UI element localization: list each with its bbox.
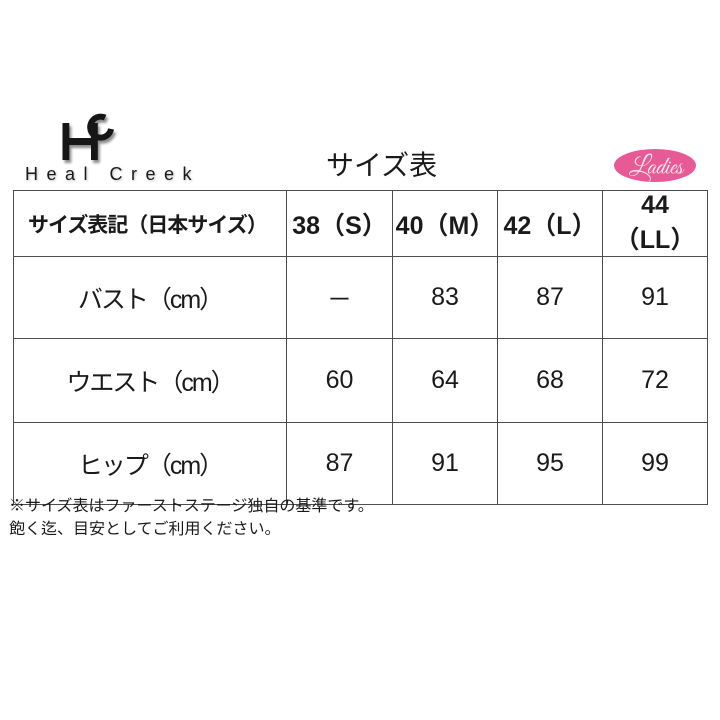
svg-text:Ladies: Ladies [628, 154, 685, 185]
